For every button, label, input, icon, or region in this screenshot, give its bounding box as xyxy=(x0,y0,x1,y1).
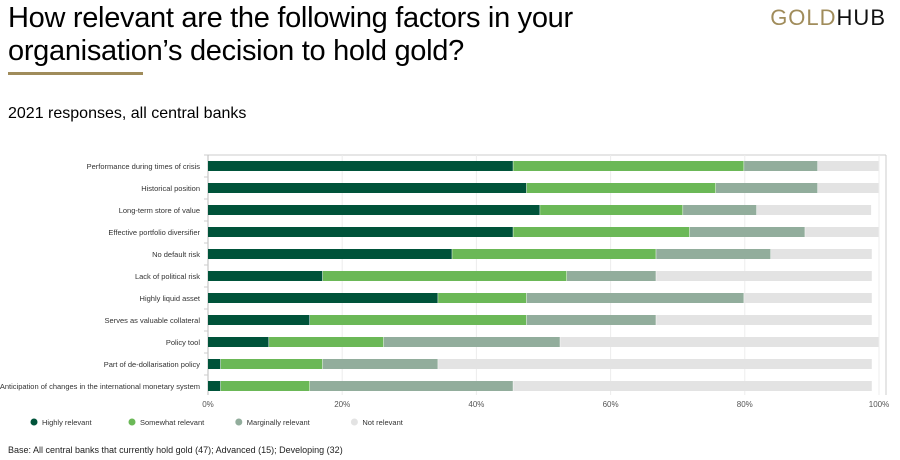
bar-segment-somewhat-relevant xyxy=(269,337,384,347)
bar-segment-marginally-relevant xyxy=(744,161,818,171)
x-tick-label: 20% xyxy=(334,400,350,409)
bar-segment-marginally-relevant xyxy=(656,249,771,259)
bar-segment-not-relevant xyxy=(744,293,872,303)
page-title: How relevant are the following factors i… xyxy=(8,2,573,67)
bar-segment-somewhat-relevant xyxy=(513,161,744,171)
category-label: Anticipation of changes in the internati… xyxy=(0,382,200,391)
category-label: Part of de-dollarisation policy xyxy=(104,360,201,369)
bar-segment-marginally-relevant xyxy=(383,337,560,347)
bar-segment-marginally-relevant xyxy=(566,271,656,281)
legend-marker xyxy=(30,418,38,426)
legend-marker xyxy=(235,418,243,426)
category-label: Historical position xyxy=(141,184,200,193)
title-underline xyxy=(8,72,143,75)
bar-segment-highly-relevant xyxy=(208,183,527,193)
legend-label: Somewhat relevant xyxy=(140,418,205,427)
bar-segment-somewhat-relevant xyxy=(438,293,527,303)
category-label: Highly liquid asset xyxy=(140,294,201,303)
bar-segment-somewhat-relevant xyxy=(452,249,656,259)
legend-label: Highly relevant xyxy=(42,418,93,427)
bar-segment-highly-relevant xyxy=(208,381,221,391)
chart-subtitle: 2021 responses, all central banks xyxy=(8,105,247,122)
bar-segment-highly-relevant xyxy=(208,315,310,325)
category-label: No default risk xyxy=(152,250,200,259)
category-label: Lack of political risk xyxy=(135,272,200,281)
category-label: Long-term store of value xyxy=(119,206,200,215)
stacked-bar-chart: 0% 20% 40% 60% 80% 100% Performance during tim… xyxy=(0,154,889,427)
bar-segment-not-relevant xyxy=(770,249,872,259)
bar-segment-not-relevant xyxy=(560,337,879,347)
bar-segment-somewhat-relevant xyxy=(513,227,690,237)
bar-segment-marginally-relevant xyxy=(309,381,513,391)
bar-segment-somewhat-relevant xyxy=(220,359,323,369)
x-tick-label: 80% xyxy=(737,400,753,409)
bar-segment-marginally-relevant xyxy=(689,227,805,237)
logo-gold: GOLD xyxy=(770,5,837,30)
category-label: Policy tool xyxy=(166,338,201,347)
bar-segment-highly-relevant xyxy=(208,359,221,369)
legend-label: Marginally relevant xyxy=(247,418,311,427)
footnote: Base: All central banks that currently h… xyxy=(8,445,343,455)
bar-segment-not-relevant xyxy=(817,161,879,171)
bar-segment-not-relevant xyxy=(817,183,879,193)
bar-segment-not-relevant xyxy=(756,205,872,215)
bar-segment-marginally-relevant xyxy=(526,315,656,325)
bar-segment-highly-relevant xyxy=(208,337,269,347)
x-tick-label: 40% xyxy=(468,400,484,409)
bar-segment-not-relevant xyxy=(805,227,879,237)
bar-segment-marginally-relevant xyxy=(715,183,818,193)
bar-segment-somewhat-relevant xyxy=(309,315,527,325)
legend-marker xyxy=(128,418,136,426)
legend-marker xyxy=(350,418,358,426)
bar-segment-highly-relevant xyxy=(208,205,540,215)
bar-segment-marginally-relevant xyxy=(683,205,757,215)
logo-hub: HUB xyxy=(836,5,886,30)
category-label: Effective portfolio diversifier xyxy=(108,228,200,237)
bar-segment-highly-relevant xyxy=(208,293,438,303)
bar-segment-highly-relevant xyxy=(208,227,513,237)
bar-segment-not-relevant xyxy=(438,359,872,369)
goldhub-logo: GOLDHUB xyxy=(770,5,886,31)
bar-segment-marginally-relevant xyxy=(322,359,438,369)
bar-segment-somewhat-relevant xyxy=(540,205,683,215)
x-tick-label: 100% xyxy=(869,400,889,409)
category-label: Performance during times of crisis xyxy=(87,162,201,171)
bar-segment-not-relevant xyxy=(656,271,872,281)
bar-segment-somewhat-relevant xyxy=(526,183,716,193)
category-label: Serves as valuable collateral xyxy=(105,316,201,325)
x-tick-label: 0% xyxy=(202,400,214,409)
bar-segment-highly-relevant xyxy=(208,271,323,281)
legend-label: Not relevant xyxy=(362,418,403,427)
bar-segment-highly-relevant xyxy=(208,249,452,259)
bar-segment-somewhat-relevant xyxy=(220,381,310,391)
x-tick-label: 60% xyxy=(603,400,619,409)
bar-segment-highly-relevant xyxy=(208,161,513,171)
bar-segment-marginally-relevant xyxy=(526,293,744,303)
bar-segment-somewhat-relevant xyxy=(322,271,567,281)
bar-segment-not-relevant xyxy=(513,381,872,391)
bar-segment-not-relevant xyxy=(656,315,872,325)
